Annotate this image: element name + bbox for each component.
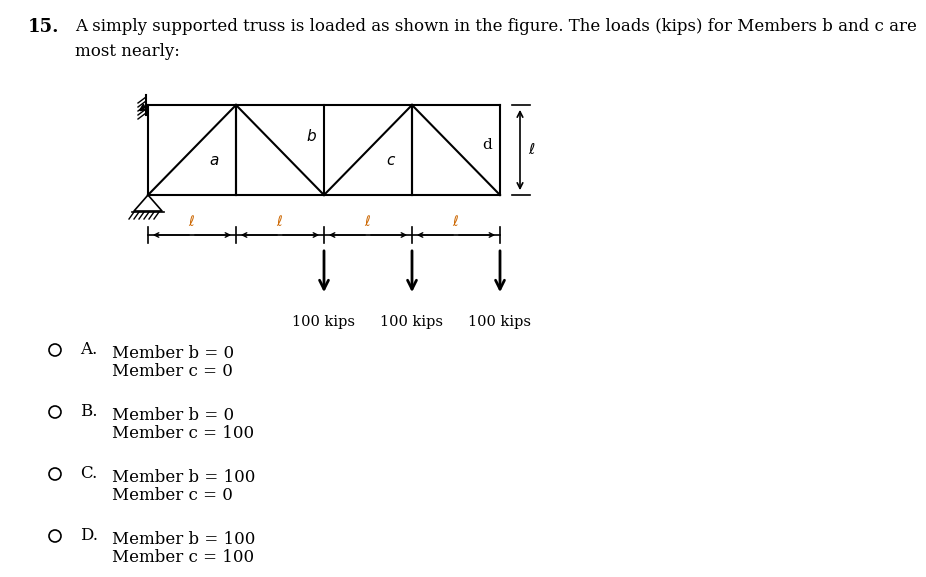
Text: $\ell$: $\ell$ xyxy=(453,215,459,230)
Text: A.: A. xyxy=(80,342,97,358)
Text: $\ell$: $\ell$ xyxy=(528,143,535,158)
Text: $\ell$: $\ell$ xyxy=(365,215,371,230)
Text: A simply supported truss is loaded as shown in the figure. The loads (kips) for : A simply supported truss is loaded as sh… xyxy=(75,18,917,60)
Text: 15.: 15. xyxy=(28,18,59,36)
Text: 100 kips: 100 kips xyxy=(293,315,356,329)
Text: $\ell$: $\ell$ xyxy=(277,215,283,230)
Text: Member b = 0: Member b = 0 xyxy=(112,407,234,424)
Text: b: b xyxy=(306,129,316,144)
Text: 100 kips: 100 kips xyxy=(381,315,444,329)
Text: a: a xyxy=(209,153,219,168)
Text: Member c = 0: Member c = 0 xyxy=(112,363,232,380)
Text: Member b = 0: Member b = 0 xyxy=(112,345,234,362)
Text: Member c = 100: Member c = 100 xyxy=(112,425,254,442)
Text: Member b = 100: Member b = 100 xyxy=(112,531,256,548)
Text: $\ell$: $\ell$ xyxy=(189,215,195,230)
Text: Member b = 100: Member b = 100 xyxy=(112,469,256,486)
Text: 100 kips: 100 kips xyxy=(469,315,532,329)
Text: Member c = 100: Member c = 100 xyxy=(112,549,254,566)
Text: B.: B. xyxy=(80,403,97,421)
Text: D.: D. xyxy=(80,527,98,545)
Text: Member c = 0: Member c = 0 xyxy=(112,487,232,504)
Text: c: c xyxy=(386,153,394,168)
Text: d: d xyxy=(482,138,492,152)
Text: C.: C. xyxy=(80,466,97,482)
